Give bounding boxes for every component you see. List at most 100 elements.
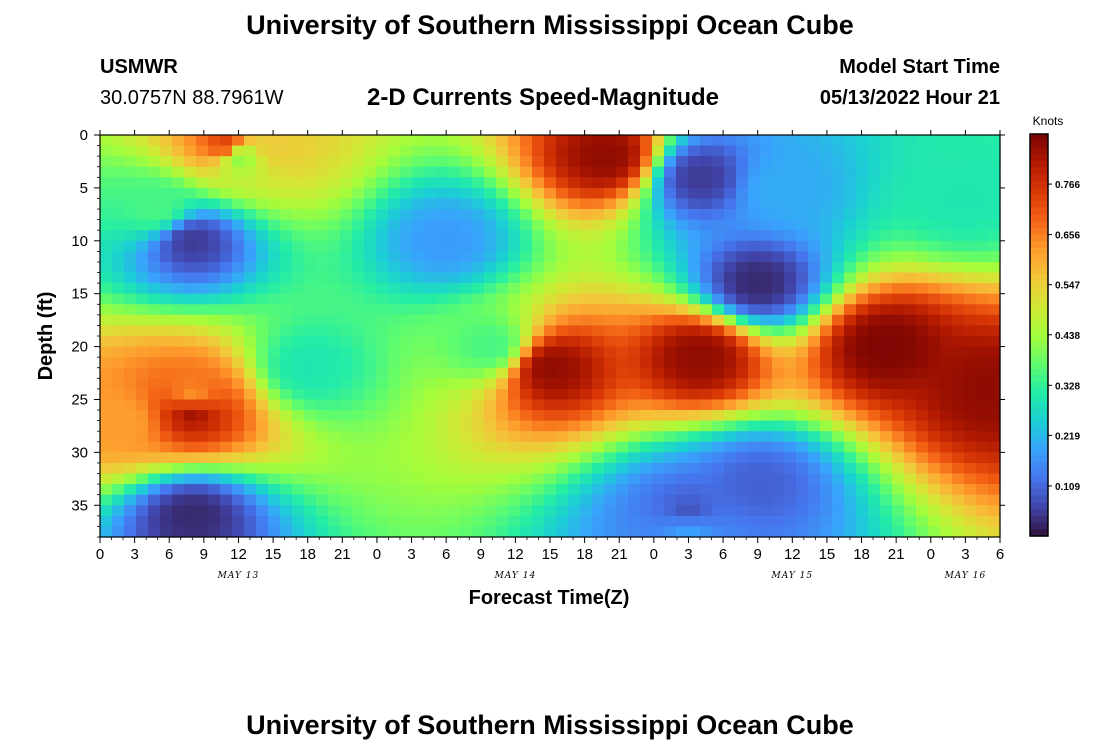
heatmap-cell — [940, 494, 953, 506]
colorbar-segment — [1030, 522, 1048, 530]
heatmap-cell — [460, 420, 473, 432]
heatmap-cell — [652, 515, 665, 528]
heatmap-cell — [232, 420, 245, 432]
heatmap-cell — [820, 484, 833, 496]
heatmap-cell — [580, 431, 593, 443]
heatmap-cell — [196, 346, 209, 358]
heatmap-cell — [772, 166, 785, 178]
heatmap-cell — [808, 399, 821, 411]
heatmap-cell — [568, 346, 581, 358]
heatmap-cell — [352, 420, 365, 432]
heatmap-cell — [856, 410, 869, 422]
heatmap-cell — [124, 209, 137, 221]
heatmap-cell — [904, 135, 917, 147]
heatmap-cell — [460, 346, 473, 358]
heatmap-cell — [400, 187, 413, 200]
heatmap-cell — [400, 240, 413, 252]
heatmap-cell — [172, 336, 185, 348]
heatmap-cell — [616, 219, 629, 231]
heatmap-cell — [676, 431, 689, 443]
heatmap-cell — [784, 187, 797, 200]
heatmap-cell — [784, 156, 797, 168]
heatmap-cell — [592, 388, 605, 401]
heatmap-cell — [556, 187, 569, 200]
heatmap-cell — [772, 187, 785, 200]
heatmap-cell — [820, 187, 833, 200]
heatmap-cell — [988, 441, 1001, 453]
heatmap-cell — [520, 251, 533, 263]
heatmap-cell — [304, 505, 317, 517]
heatmap-cell — [640, 187, 653, 200]
heatmap-cell — [208, 187, 221, 200]
heatmap-cell — [352, 314, 365, 327]
heatmap-cell — [976, 187, 989, 200]
heatmap-cell — [232, 526, 245, 538]
heatmap-cell — [940, 283, 953, 295]
heatmap-cell — [784, 261, 797, 274]
heatmap-cell — [460, 494, 473, 506]
heatmap-cell — [856, 293, 869, 305]
heatmap-cell — [628, 431, 641, 443]
heatmap-cell — [772, 314, 785, 327]
heatmap-cell — [172, 462, 185, 475]
heatmap-cell — [316, 336, 329, 348]
heatmap-cell — [964, 399, 977, 411]
heatmap-cell — [616, 346, 629, 358]
heatmap-cell — [232, 515, 245, 528]
heatmap-cell — [760, 177, 773, 189]
heatmap-cell — [664, 261, 677, 274]
heatmap-cell — [940, 314, 953, 327]
heatmap-cell — [196, 251, 209, 263]
heatmap-cell — [880, 388, 893, 401]
heatmap-cell — [784, 505, 797, 517]
heatmap-cell — [664, 336, 677, 348]
heatmap-cell — [184, 346, 197, 358]
heatmap-cell — [976, 388, 989, 401]
heatmap-cell — [784, 367, 797, 379]
heatmap-cell — [820, 198, 833, 210]
heatmap-cell — [556, 261, 569, 274]
heatmap-cell — [172, 293, 185, 305]
heatmap-cell — [208, 230, 221, 242]
heatmap-cell — [544, 462, 557, 475]
heatmap-cell — [808, 378, 821, 390]
heatmap-cell — [112, 156, 125, 168]
heatmap-cell — [508, 526, 521, 538]
heatmap-cell — [208, 293, 221, 305]
heatmap-cell — [784, 314, 797, 327]
heatmap-cell — [460, 304, 473, 316]
heatmap-cell — [184, 410, 197, 422]
heatmap-cell — [712, 346, 725, 358]
x-tick-label: 21 — [611, 546, 628, 563]
heatmap-cell — [496, 378, 509, 390]
heatmap-cell — [532, 505, 545, 517]
heatmap-cell — [844, 346, 857, 358]
heatmap-cell — [580, 484, 593, 496]
heatmap-cell — [484, 283, 497, 295]
heatmap-cell — [760, 484, 773, 496]
heatmap-cell — [544, 526, 557, 538]
heatmap-cell — [508, 515, 521, 528]
heatmap-cell — [892, 230, 905, 242]
heatmap-cell — [664, 431, 677, 443]
heatmap-cell — [124, 325, 137, 337]
heatmap-cell — [352, 135, 365, 147]
heatmap-cell — [904, 494, 917, 506]
heatmap-cell — [292, 357, 305, 369]
heatmap-cell — [508, 484, 521, 496]
heatmap-cell — [472, 494, 485, 506]
heatmap-cell — [448, 505, 461, 517]
heatmap-cell — [316, 283, 329, 295]
heatmap-cell — [496, 230, 509, 242]
heatmap-cell — [352, 494, 365, 506]
heatmap-cell — [172, 388, 185, 401]
heatmap-cell — [112, 314, 125, 327]
heatmap-cell — [316, 410, 329, 422]
heatmap-cell — [544, 304, 557, 316]
heatmap-cell — [760, 388, 773, 401]
heatmap-cell — [352, 452, 365, 464]
heatmap-cell — [208, 410, 221, 422]
heatmap-cell — [136, 346, 149, 358]
heatmap-cell — [460, 219, 473, 231]
heatmap-cell — [676, 452, 689, 464]
